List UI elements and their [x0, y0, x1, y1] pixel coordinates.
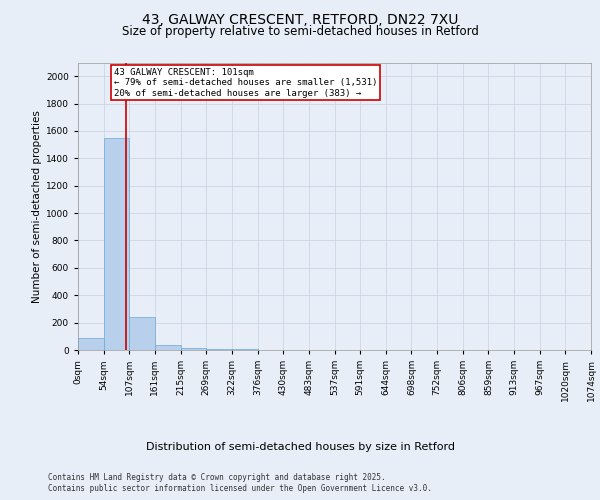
Text: Contains public sector information licensed under the Open Government Licence v3: Contains public sector information licen…	[48, 484, 432, 493]
Bar	[78, 338, 104, 350]
Bar	[181, 348, 206, 350]
Bar	[155, 344, 181, 350]
Text: Distribution of semi-detached houses by size in Retford: Distribution of semi-detached houses by …	[146, 442, 455, 452]
Text: Size of property relative to semi-detached houses in Retford: Size of property relative to semi-detach…	[122, 25, 478, 38]
Y-axis label: Number of semi-detached properties: Number of semi-detached properties	[32, 110, 42, 302]
Bar	[104, 138, 130, 350]
Text: 43, GALWAY CRESCENT, RETFORD, DN22 7XU: 43, GALWAY CRESCENT, RETFORD, DN22 7XU	[142, 12, 458, 26]
Bar	[130, 317, 155, 350]
Bar	[206, 349, 232, 350]
Text: 43 GALWAY CRESCENT: 101sqm
← 79% of semi-detached houses are smaller (1,531)
20%: 43 GALWAY CRESCENT: 101sqm ← 79% of semi…	[114, 68, 377, 98]
Text: Contains HM Land Registry data © Crown copyright and database right 2025.: Contains HM Land Registry data © Crown c…	[48, 472, 386, 482]
